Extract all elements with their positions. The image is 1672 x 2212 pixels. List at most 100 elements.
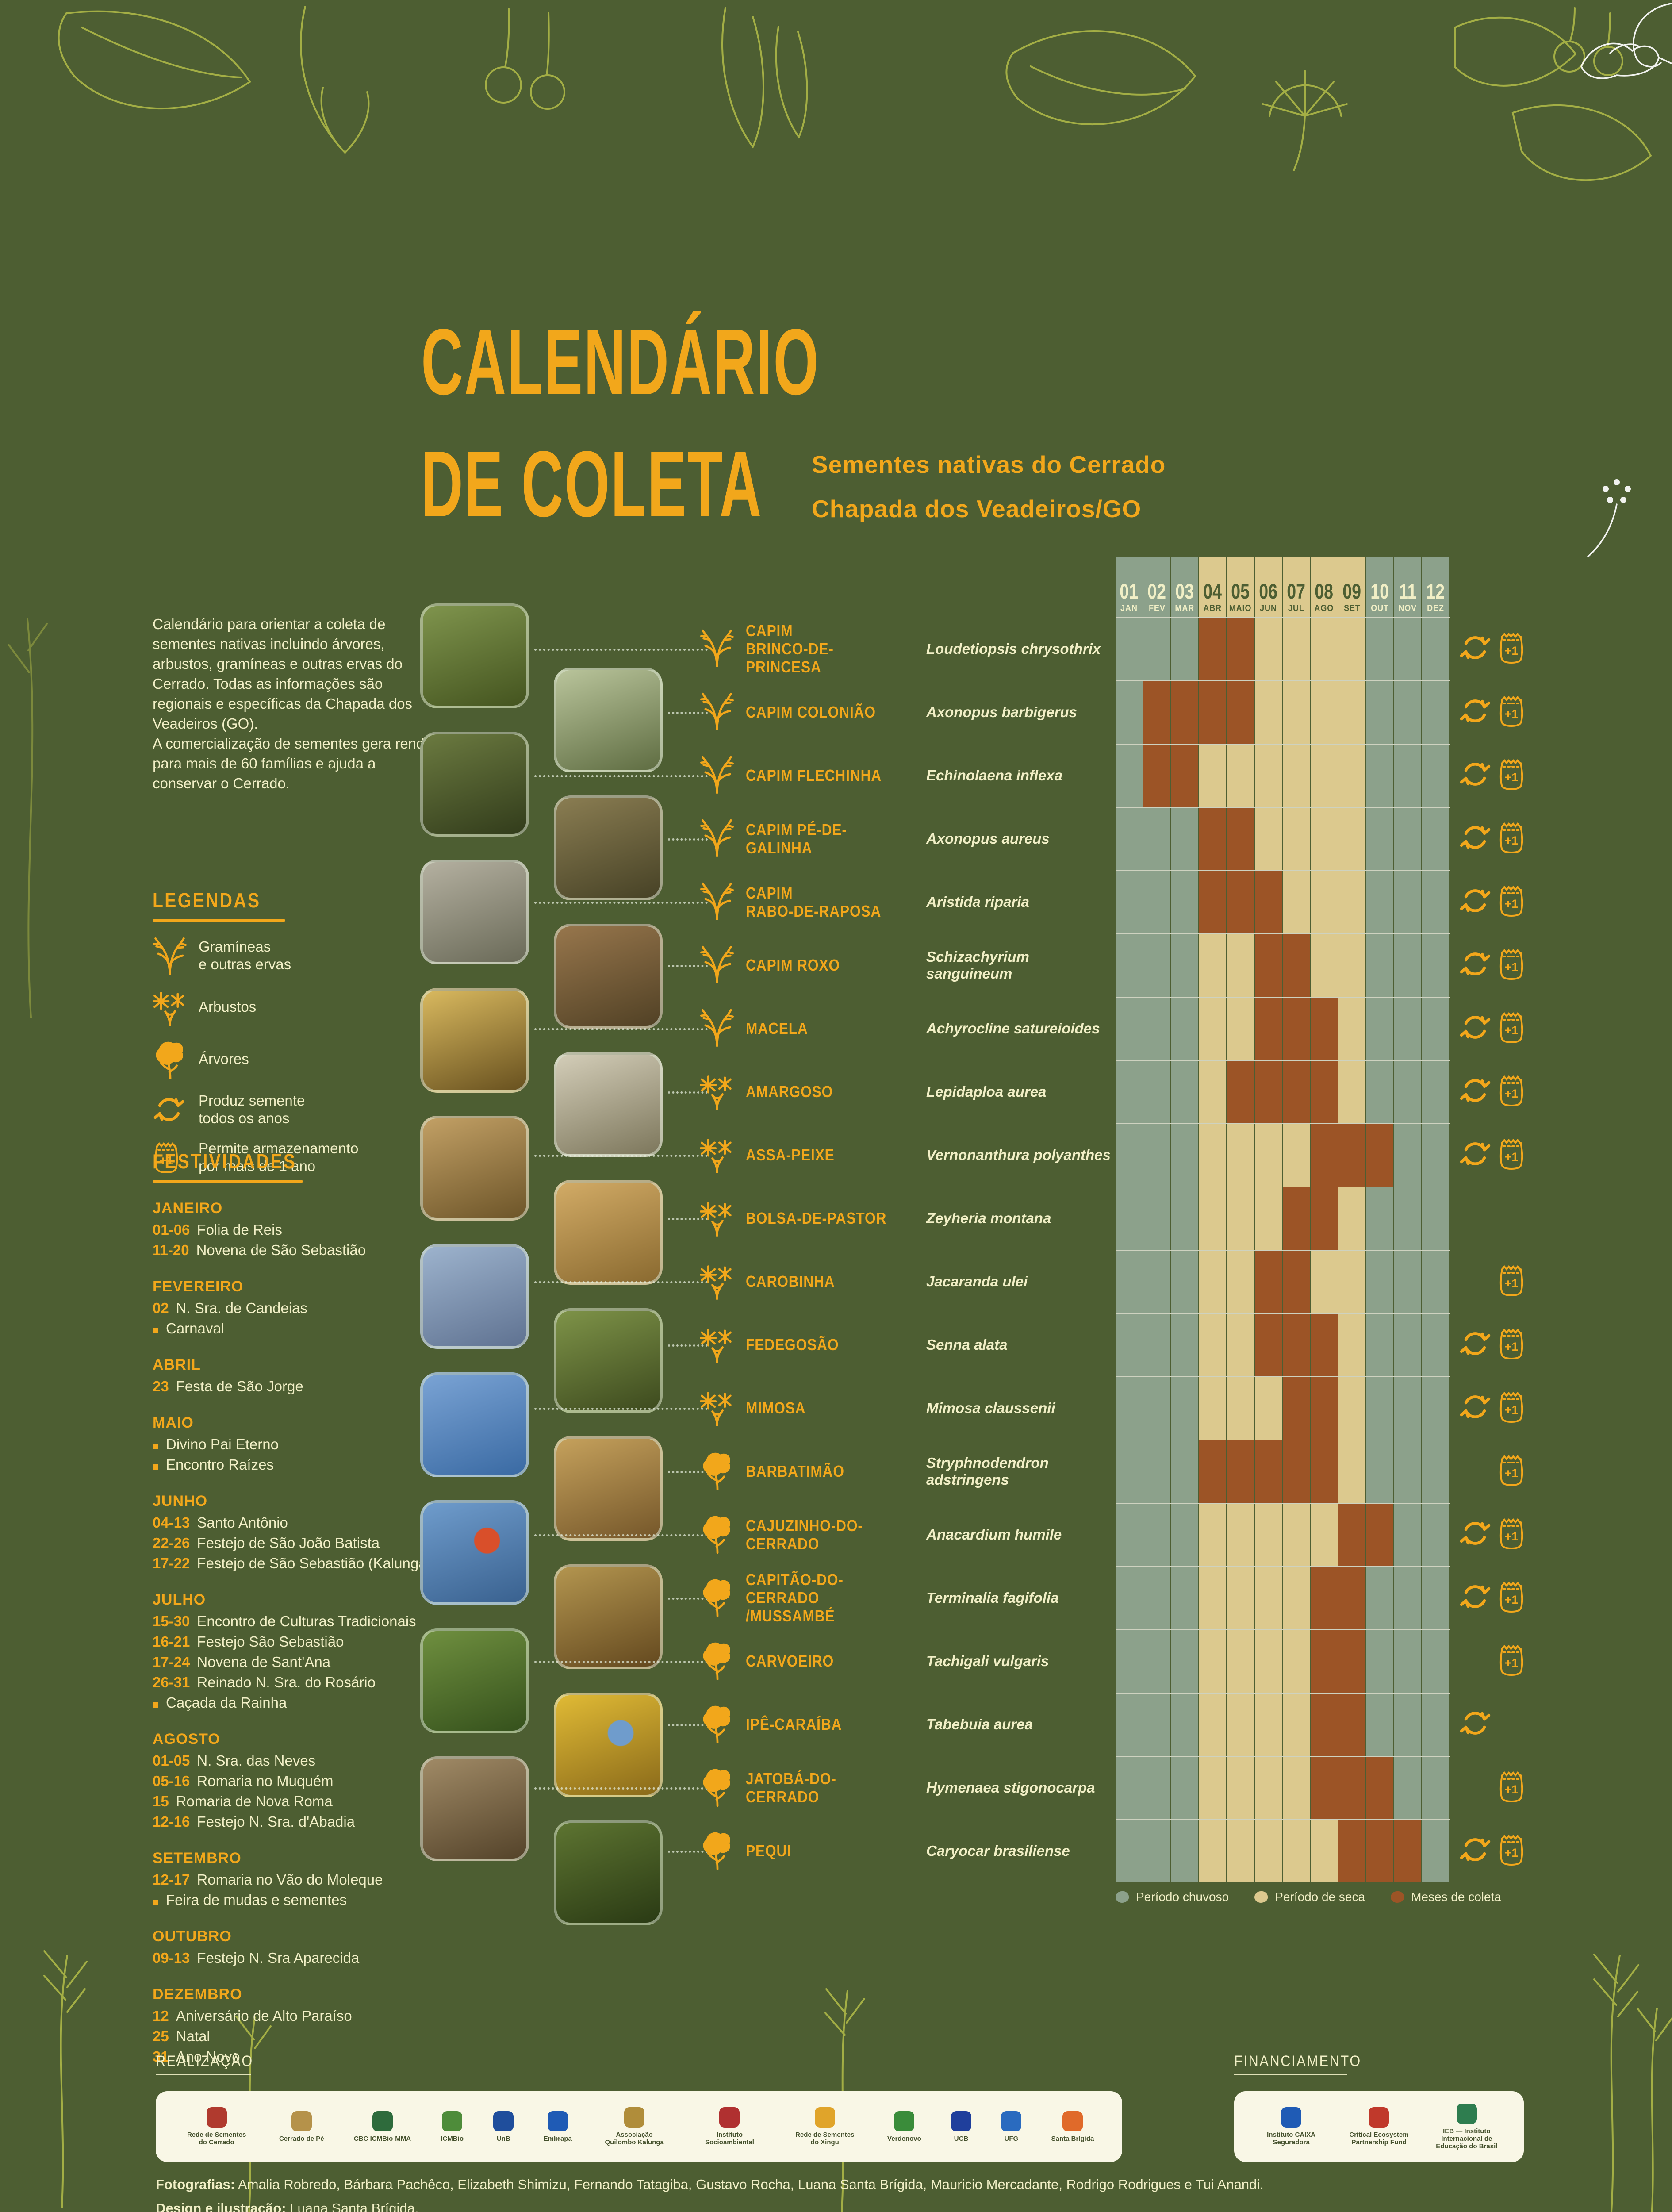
season-cell-SET (1338, 1061, 1366, 1123)
fest-month-name: FEVEREIRO (153, 1278, 244, 1295)
season-cell-JUN (1255, 745, 1283, 807)
species-list: CAPIM BRINCO-DE-PRINCESA Loudetiopsis chr… (699, 617, 1116, 1882)
chart-legend-item-peri-odo-chuvoso: Período chuvoso (1116, 1890, 1229, 1904)
fest-event-date: 15 (153, 1793, 169, 1809)
photo-jatoba-do-cerrado (420, 1756, 529, 1861)
season-cell-SET (1338, 1187, 1366, 1250)
fotografias-label: Fotografias: (156, 2177, 235, 2192)
collect-cell-JUN (1255, 1251, 1283, 1313)
season-cell-FEV (1143, 1567, 1171, 1629)
logo-icmbio: ICMBio (441, 2111, 464, 2143)
storage-plus-one-icon: +1 (1499, 1012, 1523, 1044)
season-cell-OUT (1366, 681, 1394, 744)
season-cell-MAIO (1227, 1757, 1255, 1819)
fest-event: Caçada da Rainha (153, 1693, 453, 1713)
season-cell-DEZ (1422, 871, 1450, 933)
logo-name: Instituto CAIXA Seguradora (1267, 2131, 1316, 2146)
legend-list: Gramíneas e outras ervas Arbustos Árvore… (153, 936, 358, 1175)
season-cell-OUT (1366, 1440, 1394, 1503)
fest-event-date: 09-13 (153, 1950, 190, 1966)
svg-text:+1: +1 (1505, 834, 1519, 847)
svg-text:+1: +1 (1505, 960, 1519, 974)
collect-cell-NOV (1394, 1820, 1422, 1882)
season-cell-JUN (1255, 1187, 1283, 1250)
logo-glyph (372, 2111, 393, 2131)
fest-event-date: 02 (153, 1300, 169, 1316)
species-scientific-name: Lepidaploa aurea (926, 1083, 1047, 1100)
species-scientific-name: Aristida riparia (926, 893, 1029, 910)
season-cell-OUT (1366, 745, 1394, 807)
grass-icon-slot (700, 691, 746, 733)
bag-slot: +1 (1498, 884, 1530, 919)
logo-name: CBC ICMBio-MMA (353, 2135, 411, 2143)
collect-cell-JUL (1283, 1440, 1311, 1503)
season-cell-DEZ (1422, 1314, 1450, 1376)
fest-event: 25 Natal (153, 2026, 453, 2047)
season-cell-JUL (1283, 1504, 1311, 1566)
fest-event-text: Festejo de São João Batista (197, 1535, 380, 1551)
bullet-icon (153, 1464, 158, 1470)
calendar-rows (1116, 617, 1450, 1882)
fest-month-agosto: AGOSTO 01-05 N. Sra. das Neves 05-16 Romaria… (153, 1731, 453, 1832)
collect-cell-MAIO (1227, 618, 1255, 680)
species-scientific-name: Zeyheria montana (926, 1210, 1051, 1226)
logo-glyph (291, 2111, 312, 2131)
species-name: BOLSA-DE-PASTOR (746, 1209, 887, 1227)
financiamento-logos-card: Instituto CAIXA Seguradora Critical Ecosy… (1234, 2091, 1524, 2162)
collect-cell-ABR (1199, 618, 1227, 680)
season-cell-OUT (1366, 1567, 1394, 1629)
legend-color-dot (1254, 1891, 1268, 1903)
logo-name: Verdenovo (887, 2135, 921, 2143)
financiamento-label: FINANCIAMENTO (1234, 2053, 1361, 2070)
bag-slot: +1 (1498, 1327, 1530, 1362)
shrub-icon (699, 1202, 732, 1237)
fest-event-text: Encontro de Culturas Tradicionais (197, 1613, 416, 1629)
season-cell-JUN (1255, 1504, 1283, 1566)
season-cell-MAR (1171, 1757, 1199, 1819)
collect-cell-MAR (1171, 681, 1199, 744)
season-cell-FEV (1143, 808, 1171, 870)
species-scientific-name: Senna alata (926, 1336, 1008, 1353)
season-cell-MAIO (1227, 1377, 1255, 1440)
photo-connector (668, 1724, 708, 1726)
tree-icon (703, 1769, 730, 1807)
produces-every-year-icon (1460, 952, 1491, 975)
bag-slot: +1 (1498, 695, 1530, 730)
species-scientific-name: Vernonanthura polyanthes (926, 1146, 1111, 1163)
logo-glyph (1369, 2107, 1389, 2128)
fest-event-text: N. Sra. das Neves (197, 1752, 316, 1769)
photo-connector (534, 1028, 708, 1030)
realizacao-label: REALIZAÇÃO (156, 2053, 253, 2070)
collect-cell-MAIO (1227, 1440, 1255, 1503)
species-name: ASSA-PEIXE (746, 1146, 835, 1164)
storage-plus-one-icon: +1 (1499, 1581, 1523, 1613)
photo-capitao-do-cerrado (554, 1564, 663, 1669)
season-cell-NOV (1394, 1251, 1422, 1313)
season-cell-NOV (1394, 1630, 1422, 1693)
season-cell-JAN (1116, 1061, 1143, 1123)
collect-cell-MAIO (1227, 681, 1255, 744)
month-abbr: JAN (1120, 603, 1138, 613)
logo-instituto-caixa-seguradora: Instituto CAIXA Seguradora (1249, 2107, 1333, 2146)
collect-cell-AGO (1311, 1187, 1338, 1250)
fest-month-setembro: SETEMBRO 12-17 Romaria no Vão do Moleque Fe… (153, 1850, 453, 1910)
season-cell-FEV (1143, 1820, 1171, 1882)
logo-name: Critical Ecosystem Partnership Fund (1349, 2131, 1409, 2146)
month-abbr: JUL (1288, 603, 1304, 613)
fest-month-name: MAIO (153, 1414, 194, 1431)
trait-row-capim-flechinha: +1 (1459, 744, 1530, 807)
legend-item-label: Permite armazenamento por mais de 1 ano (199, 1140, 359, 1174)
fest-event: 22-26 Festejo de São João Batista (153, 1533, 453, 1553)
collect-cell-MAIO (1227, 871, 1255, 933)
season-cell-JUN (1255, 1757, 1283, 1819)
photo-capim-flechinha (420, 732, 529, 837)
season-cell-MAR (1171, 871, 1199, 933)
species-row-capim-brinco-de-princesa: CAPIM BRINCO-DE-PRINCESA Loudetiopsis chr… (700, 617, 1116, 680)
tree-icon (703, 1832, 730, 1870)
festividades-heading: FESTIVIDADES (153, 1150, 297, 1173)
species-name: CAPIM FLECHINHA (746, 766, 882, 784)
storage-plus-one-icon: +1 (1499, 759, 1523, 791)
photo-fedegosao (554, 1308, 663, 1413)
fest-event: Divino Pai Eterno (153, 1434, 453, 1455)
